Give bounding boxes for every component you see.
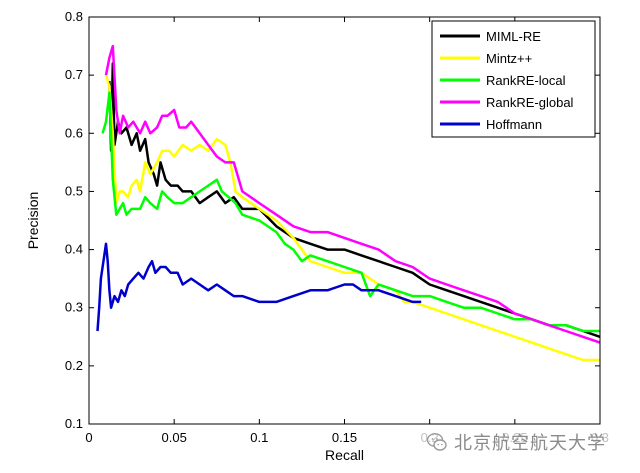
legend: MIML-RE Mintz++ RankRE-local RankRE-global H… — [431, 20, 596, 138]
legend-entry: Mintz++ — [486, 51, 532, 66]
wechat-icon — [426, 433, 447, 451]
series-line-3 — [104, 44, 601, 344]
plot-area — [96, 44, 601, 362]
x-axis-label: Recall — [325, 447, 364, 463]
y-tick-label: 0.6 — [65, 125, 83, 140]
y-tick-label: 0.7 — [65, 67, 83, 82]
y-tick-label: 0.8 — [65, 9, 83, 24]
watermark-text: 北京航空航天大学 — [454, 433, 606, 454]
y-tick-label: 0.5 — [65, 183, 83, 198]
y-tick-label: 0.1 — [65, 416, 83, 431]
x-tick-label: 0.15 — [332, 430, 357, 445]
series-line-2 — [101, 91, 600, 333]
legend-entry: RankRE-local — [486, 73, 566, 88]
legend-entry: MIML-RE — [486, 29, 541, 44]
x-tick-label: 0.1 — [250, 430, 268, 445]
watermark: 北京航空航天大学 — [420, 428, 612, 456]
y-axis-label: Precision — [25, 192, 41, 250]
series-line-4 — [96, 242, 422, 332]
y-tick-label: 0.4 — [65, 242, 83, 257]
x-tick-label: 0.05 — [162, 430, 187, 445]
legend-entry: Hoffmann — [486, 117, 542, 132]
y-tick-label: 0.2 — [65, 358, 83, 373]
legend-entry: RankRE-global — [486, 95, 574, 110]
y-tick-label: 0.3 — [65, 300, 83, 315]
x-tick-label: 0 — [85, 430, 92, 445]
series-line-0 — [108, 62, 601, 338]
series-line-1 — [104, 74, 600, 362]
